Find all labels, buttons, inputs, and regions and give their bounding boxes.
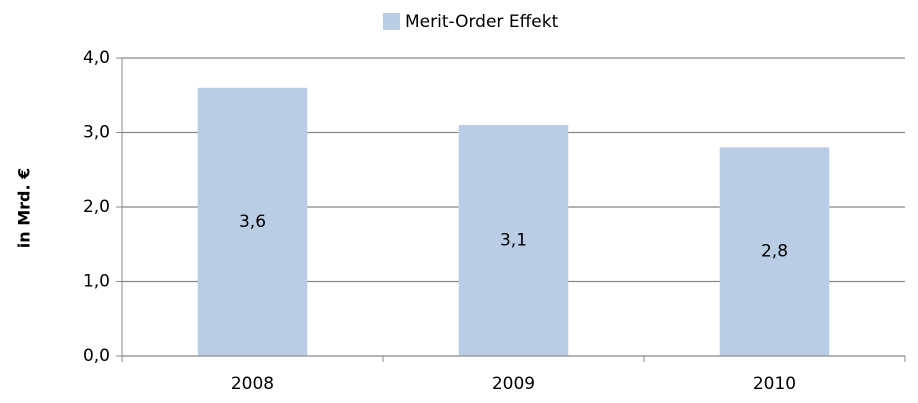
y-tick-label: 0,0 [83,346,110,366]
data-label: 2,8 [761,242,788,262]
y-tick-label: 2,0 [83,197,110,217]
legend-swatch [383,13,400,30]
bar [458,125,569,356]
y-axis-title: in Mrd. € [15,168,34,249]
x-tick-label: 2010 [753,374,796,394]
x-tick-label: 2008 [231,374,274,394]
data-label: 3,6 [239,212,266,232]
legend-label: Merit-Order Effekt [405,12,559,32]
y-tick-label: 1,0 [83,272,110,292]
x-tick-label: 2009 [492,374,535,394]
data-label: 3,1 [500,231,527,251]
y-tick-label: 3,0 [83,123,110,143]
bar [197,87,308,357]
bar [719,147,830,356]
y-tick-label: 4,0 [83,48,110,68]
